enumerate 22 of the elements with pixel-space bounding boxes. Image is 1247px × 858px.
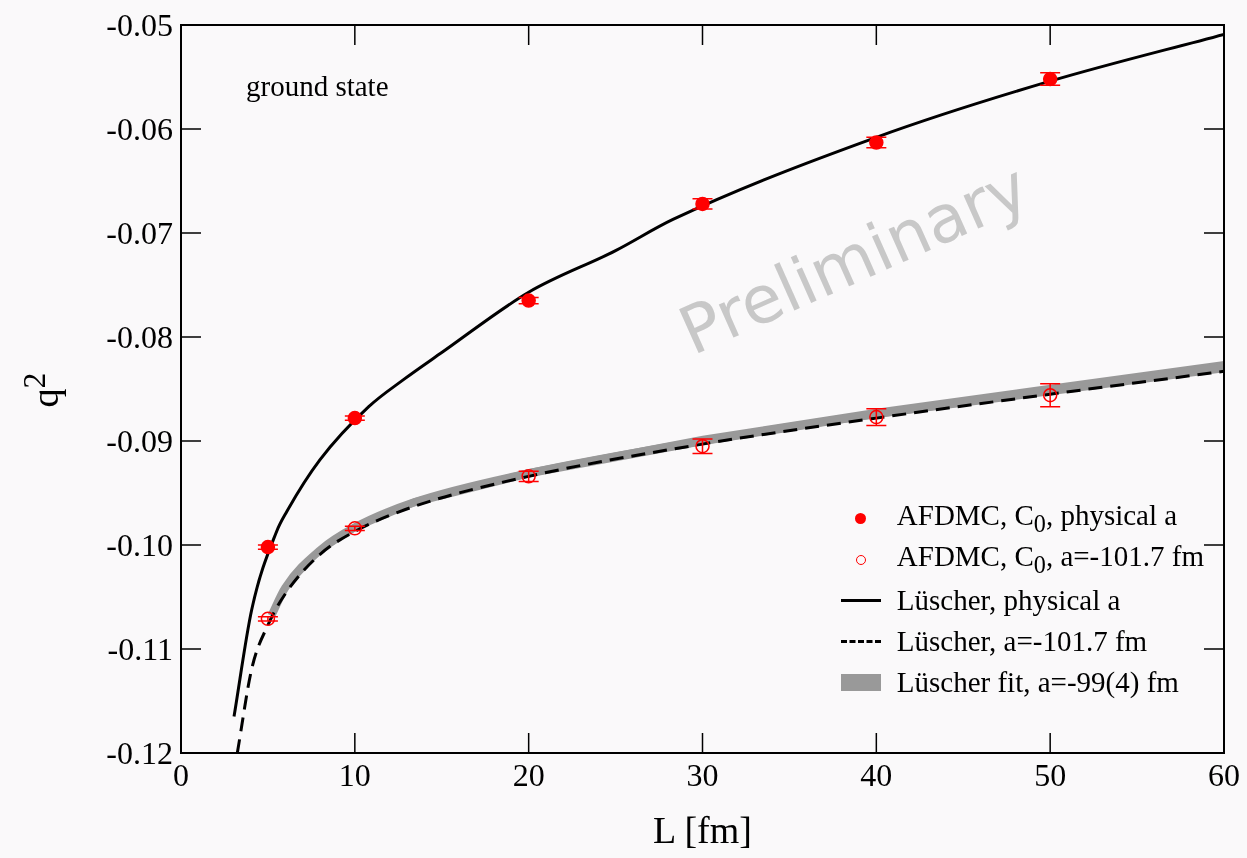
legend-label: Lüscher fit, a=-99(4) fm	[896, 666, 1179, 699]
y-tick-label: -0.05	[106, 7, 173, 43]
legend-label: AFDMC, C$_{0}$, physical a	[896, 499, 1178, 538]
x-tick-label: 30	[686, 757, 719, 793]
y-tick-label: -0.10	[106, 527, 173, 563]
y-tick-label: -0.06	[106, 111, 173, 147]
legend-label: Lüscher, physical a	[896, 584, 1121, 617]
x-axis-title: L [fm]	[653, 808, 752, 852]
x-tick-label: 50	[1034, 757, 1067, 793]
legend-label: AFDMC, C$_{0}$, a=-101.7 fm	[896, 540, 1204, 579]
x-tick-label: 60	[1208, 757, 1240, 793]
y-tick-label: -0.11	[107, 631, 173, 667]
y-tick-label: -0.07	[106, 215, 173, 251]
legend-label: Lüscher, a=-101.7 fm	[896, 625, 1148, 658]
x-tick-label: 0	[173, 757, 189, 793]
x-tick-label: 10	[338, 757, 371, 793]
y-tick-label: -0.09	[106, 423, 173, 459]
x-tick-label: 40	[860, 757, 893, 793]
y-tick-label: -0.12	[106, 735, 173, 771]
y-tick-label: -0.08	[106, 319, 173, 355]
x-tick-label: 20	[512, 757, 545, 793]
annotation: ground state	[246, 70, 389, 103]
